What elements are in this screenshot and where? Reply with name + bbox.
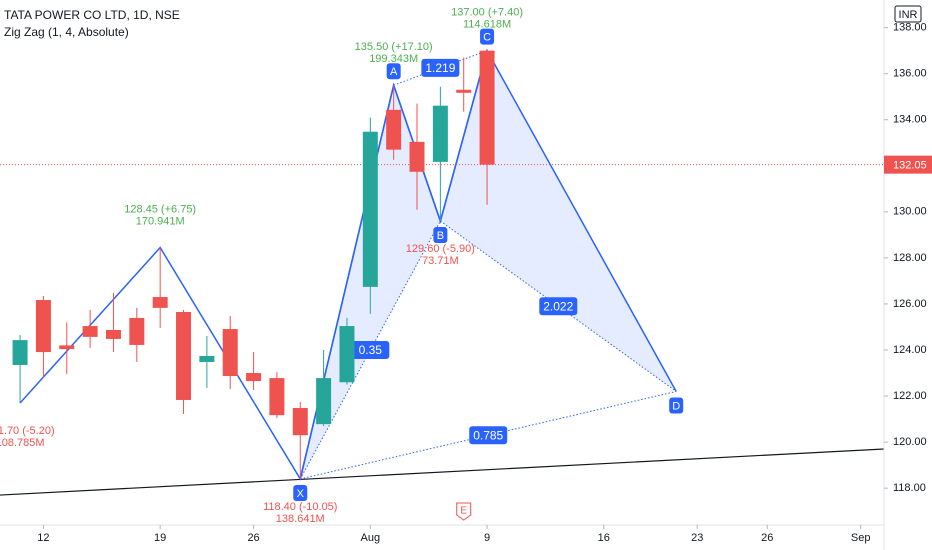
pivot-label: 121.70 (-5.20)	[0, 425, 55, 437]
pattern-fill	[440, 50, 677, 392]
candle-body	[292, 408, 308, 436]
candle-body	[199, 355, 215, 362]
event-marker	[456, 502, 472, 521]
y-tick-label: 136.00	[893, 68, 927, 80]
candle-body	[105, 329, 121, 339]
candle-body	[409, 141, 425, 172]
ratio-label: 1.219	[425, 61, 455, 75]
zigzag-line	[19, 50, 488, 481]
pivot-volume: 73.71M	[422, 255, 459, 267]
candle-body	[176, 312, 192, 400]
candle-body	[479, 50, 495, 165]
candle-body	[222, 329, 238, 377]
pivot-volume: 138.641M	[276, 513, 325, 525]
candle-body	[35, 300, 51, 353]
pivot-volume: 170.941M	[136, 215, 185, 227]
candle-body	[82, 326, 98, 337]
candle-body	[456, 89, 472, 93]
pattern-point-label: A	[390, 66, 398, 78]
chart-title: TATA POWER CO LTD, 1D, NSE	[4, 8, 180, 22]
y-tick-label: 120.00	[893, 436, 927, 448]
x-tick-label: Aug	[361, 532, 381, 544]
indicator-label: Zig Zag (1, 4, Absolute)	[4, 25, 129, 39]
ratio-line	[440, 220, 677, 392]
x-tick-label: 23	[691, 532, 703, 544]
currency: INR	[899, 9, 918, 21]
pivot-label: 137.00 (+7.40)	[451, 7, 523, 19]
x-tick-label: 9	[484, 532, 490, 544]
y-tick-label: 126.00	[893, 298, 927, 310]
plot-area: 0.35 1.219 2.022 0.785 121.70 (-5.20)108.785…	[0, 7, 884, 525]
ratio-label: 0.35	[359, 343, 383, 357]
pivot-volume: 108.785M	[0, 437, 45, 449]
pattern-point-label: X	[297, 488, 305, 500]
y-tick-label: 124.00	[893, 344, 927, 356]
last-price-box	[884, 155, 932, 174]
pivot-label: 129.60 (-5.90)	[406, 243, 475, 255]
pattern-point-box	[433, 227, 448, 244]
pattern-point-label: B	[437, 230, 444, 242]
ratio-box	[539, 297, 578, 316]
y-tick-label: 138.00	[893, 22, 927, 34]
event-label: E	[460, 506, 467, 517]
candle-body	[152, 297, 168, 308]
x-tick-label: 12	[37, 532, 49, 544]
trend-line	[0, 448, 884, 496]
pivot-label: 135.50 (+17.10)	[355, 41, 433, 53]
pattern-point-box	[480, 28, 495, 45]
pattern-point-label: D	[672, 400, 680, 412]
candle-body	[339, 326, 355, 383]
candle-body	[269, 378, 285, 416]
ratio-box	[421, 58, 460, 77]
x-tick-label: 16	[598, 532, 610, 544]
candle-body	[59, 345, 75, 350]
x-tick-label: 26	[761, 532, 773, 544]
y-tick-label: 122.00	[893, 390, 927, 402]
candle-body	[246, 373, 262, 382]
candle-body	[362, 131, 378, 287]
pattern-point-box	[293, 484, 308, 501]
candle-body	[432, 105, 448, 162]
pivot-volume: 199.343M	[369, 53, 418, 65]
ratio-label: 0.785	[473, 428, 503, 442]
ratio-box	[351, 341, 390, 359]
candle-body	[386, 109, 402, 150]
pivot-label: 118.40 (-10.05)	[263, 501, 337, 513]
ratio-box	[469, 426, 508, 445]
y-tick-label: 130.00	[893, 206, 927, 218]
last-price-label: 132.05	[893, 160, 927, 172]
pivot-volume: 114.618M	[463, 19, 511, 31]
x-tick-label: 26	[247, 532, 259, 544]
currency-box[interactable]	[894, 5, 922, 23]
x-tick-label: 19	[154, 532, 166, 544]
ratio-label: 2.022	[543, 299, 573, 313]
y-tick-label: 128.00	[893, 252, 927, 264]
x-tick-label: Sep	[851, 532, 871, 544]
pivot-label: 128.45 (+6.75)	[124, 203, 196, 215]
pattern-point-box	[386, 63, 401, 80]
y-tick-label: 134.00	[893, 114, 927, 126]
candle-body	[129, 317, 145, 345]
pattern-point-box	[669, 397, 684, 414]
candle-body	[12, 340, 28, 365]
pattern-point-label: C	[483, 32, 491, 44]
candle-body	[316, 378, 332, 425]
y-tick-label: 118.00	[893, 482, 926, 494]
